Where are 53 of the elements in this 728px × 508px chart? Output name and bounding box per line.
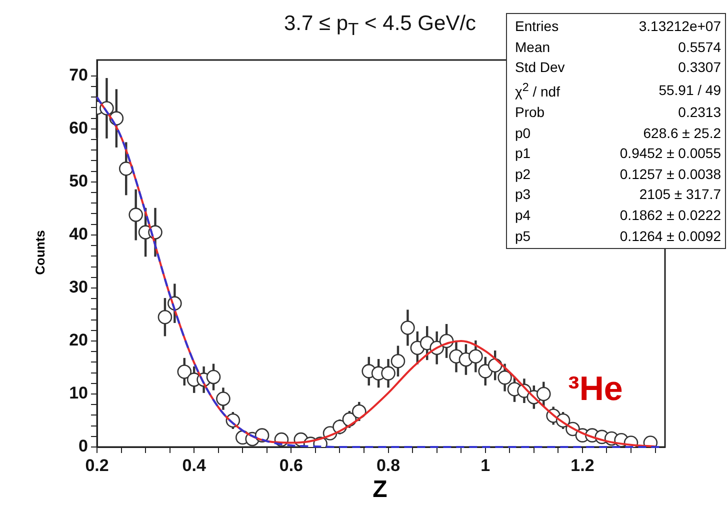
x-tick-label: 1: [480, 456, 490, 475]
point: [118, 162, 134, 176]
annotation: p0: [514, 124, 532, 143]
point: [128, 208, 143, 222]
x-axis-title: Z: [372, 476, 388, 504]
x-tick-label: 0.8: [376, 456, 400, 475]
text: Entries: [514, 17, 560, 36]
text: 0.3307: [677, 58, 722, 78]
point: [468, 349, 483, 364]
point: [390, 354, 406, 368]
annotation: χ$^{2}$ / ndf: [514, 80, 561, 102]
point: [216, 392, 230, 406]
annotation: p2: [514, 164, 532, 184]
annotation: 628.6 ± 25.2: [642, 124, 722, 143]
point: [177, 364, 192, 379]
y-tick-label: 40: [69, 224, 88, 244]
point: [498, 370, 512, 385]
text: Mean: [514, 38, 552, 57]
text: 0.5574: [677, 38, 722, 57]
point: [381, 366, 396, 380]
point: [206, 370, 221, 384]
annotation: p4: [514, 206, 532, 225]
annotation: Prob: [514, 103, 546, 122]
x-tick-label: 0.2: [85, 456, 109, 475]
point: [352, 404, 366, 419]
annotation: ³He: [568, 370, 623, 409]
annotation: 0.9452 ± 0.0055: [618, 144, 722, 164]
point: [536, 386, 551, 402]
annotation: Std Dev: [514, 58, 566, 78]
y-tick-label: 60: [69, 118, 88, 138]
annotation: 55.91 / 49: [658, 80, 722, 100]
point: [400, 320, 415, 335]
annotation: p1: [514, 144, 532, 164]
x-tick-label: 0.6: [279, 456, 304, 475]
y-axis-title: Counts: [32, 229, 48, 277]
chart-title: 3.7 ≤ p$_{T}$ < 4.5 GeV/c: [284, 12, 476, 40]
y-tick-label: 30: [69, 278, 88, 297]
y-tick-label: 10: [69, 384, 88, 403]
y-tick-label: 20: [69, 330, 88, 350]
annotation: p5: [514, 226, 532, 246]
point: [158, 310, 172, 324]
y-tick-label: 70: [69, 66, 88, 85]
y-tick-label: 50: [69, 172, 88, 191]
text: 0.2313: [677, 103, 722, 122]
annotation: 0.1264 ± 0.0092: [618, 226, 722, 246]
y-tick-label: 0: [78, 436, 88, 456]
annotation: 0.1257 ± 0.0038: [618, 164, 722, 184]
text: 3.13212e+07: [638, 17, 722, 36]
annotation: 0.1862 ± 0.0222: [618, 206, 722, 225]
x-tick-label: 0.4: [182, 456, 206, 475]
x-tick-label: 1.2: [570, 456, 594, 475]
annotation: 2105 ± 317.7: [638, 185, 722, 204]
annotation: p3: [514, 185, 532, 204]
